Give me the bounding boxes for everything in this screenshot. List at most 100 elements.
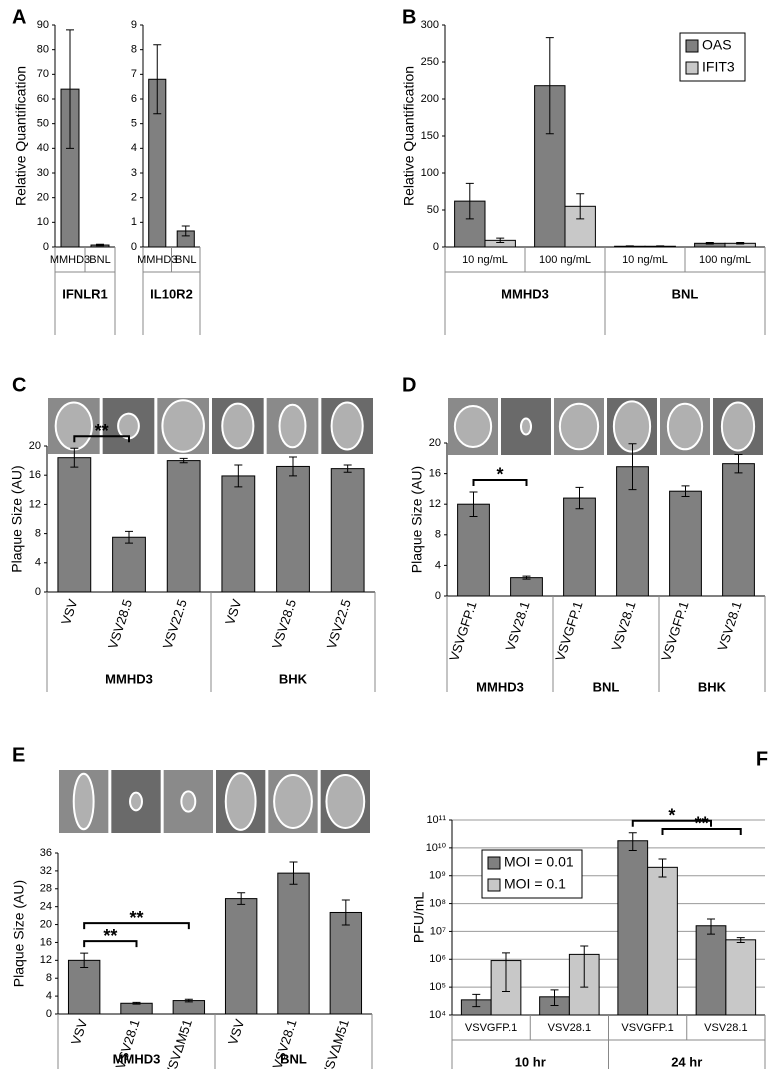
plaque-inner xyxy=(666,402,704,451)
y-tick-label: 50 xyxy=(427,204,439,216)
group-label: MMHD3 xyxy=(113,1051,161,1066)
y-tick-label: 8 xyxy=(435,529,441,541)
error-bar xyxy=(132,1001,141,1005)
error-bar xyxy=(343,464,352,473)
y-axis-label: Relative Quantification xyxy=(13,66,29,206)
y-tick-label: 16 xyxy=(429,468,441,480)
y-axis-label: PFU/mL xyxy=(411,892,427,944)
y-tick-label: 28 xyxy=(40,883,52,895)
y-tick-label: 200 xyxy=(421,93,439,105)
y-tick-label: 300 xyxy=(421,19,439,31)
y-tick-label: 4 xyxy=(46,990,52,1002)
panel-label: E xyxy=(12,744,25,766)
bar xyxy=(120,1002,153,1015)
bar xyxy=(277,872,310,1015)
y-tick-label: 3 xyxy=(131,167,137,179)
plaque-inner xyxy=(720,401,756,452)
y-tick-label: 5 xyxy=(131,118,137,130)
legend-swatch xyxy=(487,878,501,892)
y-axis-label: Plaque Size (AU) xyxy=(11,880,27,987)
y-tick-label: 250 xyxy=(421,56,439,68)
y-tick-label: 100 xyxy=(421,167,439,179)
bar xyxy=(224,898,258,1015)
y-tick-label: 20 xyxy=(429,437,441,449)
error-bar xyxy=(705,242,714,245)
legend-label: IFIT3 xyxy=(702,59,735,75)
bar xyxy=(276,465,310,593)
x-tick-label: MMHD3 xyxy=(137,254,177,266)
bar xyxy=(510,577,543,597)
y-tick-label: 8 xyxy=(35,528,41,540)
y-tick-label: 10¹⁰ xyxy=(426,842,447,854)
y-tick-label: 36 xyxy=(40,847,52,859)
legend-swatch xyxy=(685,39,699,53)
y-axis-label: Plaque Size (AU) xyxy=(9,465,25,572)
y-tick-label: 80 xyxy=(37,44,49,56)
error-bar xyxy=(341,899,350,926)
panel-label: A xyxy=(12,6,26,28)
x-tick-label: VSVGFP.1 xyxy=(621,1022,673,1034)
y-tick-label: 8 xyxy=(131,44,137,56)
error-bar xyxy=(734,453,743,474)
significance-label: ** xyxy=(695,814,709,834)
group-label: 10 hr xyxy=(515,1054,546,1069)
group-label: MMHD3 xyxy=(105,671,153,686)
group-label: BNL xyxy=(672,286,699,301)
y-tick-label: 60 xyxy=(37,93,49,105)
plaque-inner xyxy=(330,401,364,451)
x-tick-label: VSV22.5 xyxy=(160,597,190,650)
x-tick-label: VSVGFP.1 xyxy=(446,599,479,663)
error-bar xyxy=(179,457,188,464)
x-tick-label: MMHD3 xyxy=(50,254,90,266)
x-tick-label: VSV28.5 xyxy=(269,597,299,650)
group-label: MMHD3 xyxy=(476,679,524,694)
y-tick-label: 9 xyxy=(131,19,137,31)
x-tick-label: VSVΔM51 xyxy=(319,1017,352,1069)
error-bar xyxy=(469,491,478,517)
plaque-inner xyxy=(519,417,533,436)
x-tick-label: VSV28.1 xyxy=(714,599,744,652)
error-bar xyxy=(736,242,745,245)
significance-bracket xyxy=(83,940,138,948)
panel-label: D xyxy=(402,374,416,396)
error-bar xyxy=(184,998,193,1003)
error-bar xyxy=(153,44,162,115)
plaque-inner xyxy=(273,774,313,829)
error-bar xyxy=(575,486,584,510)
y-tick-label: 8 xyxy=(46,972,52,984)
error-bar xyxy=(234,464,243,488)
error-bar xyxy=(658,858,667,878)
x-tick-label: VSVGFP.1 xyxy=(552,599,585,663)
significance-bracket xyxy=(631,819,713,827)
significance-label: ** xyxy=(129,908,143,928)
y-axis-label: Relative Quantification xyxy=(401,66,417,206)
error-bar xyxy=(80,952,89,968)
y-tick-label: 40 xyxy=(37,142,49,154)
bar xyxy=(563,497,596,597)
y-tick-label: 20 xyxy=(37,192,49,204)
error-bar xyxy=(707,918,716,935)
y-tick-label: 0 xyxy=(131,241,137,253)
y-tick-label: 1 xyxy=(131,216,137,228)
x-tick-label: VSV28.1 xyxy=(608,599,638,652)
significance-bracket xyxy=(83,922,190,930)
panel-label: C xyxy=(12,374,26,396)
y-tick-label: 4 xyxy=(131,142,137,154)
error-bar xyxy=(289,456,297,477)
x-tick-label: VSV xyxy=(68,1017,90,1047)
bar xyxy=(166,460,201,593)
significance-label: ** xyxy=(103,926,117,946)
plaque-inner xyxy=(558,402,600,451)
bar xyxy=(57,457,92,593)
legend-swatch xyxy=(685,61,699,75)
x-tick-label: 10 ng/mL xyxy=(622,254,668,266)
bar xyxy=(617,840,649,1016)
group-label: BHK xyxy=(698,679,727,694)
bar xyxy=(221,475,256,593)
error-bar xyxy=(656,245,665,248)
error-bar xyxy=(522,575,531,580)
x-tick-label: VSVGFP.1 xyxy=(465,1022,517,1034)
y-tick-label: 0 xyxy=(433,241,439,253)
group-label: BNL xyxy=(280,1051,307,1066)
